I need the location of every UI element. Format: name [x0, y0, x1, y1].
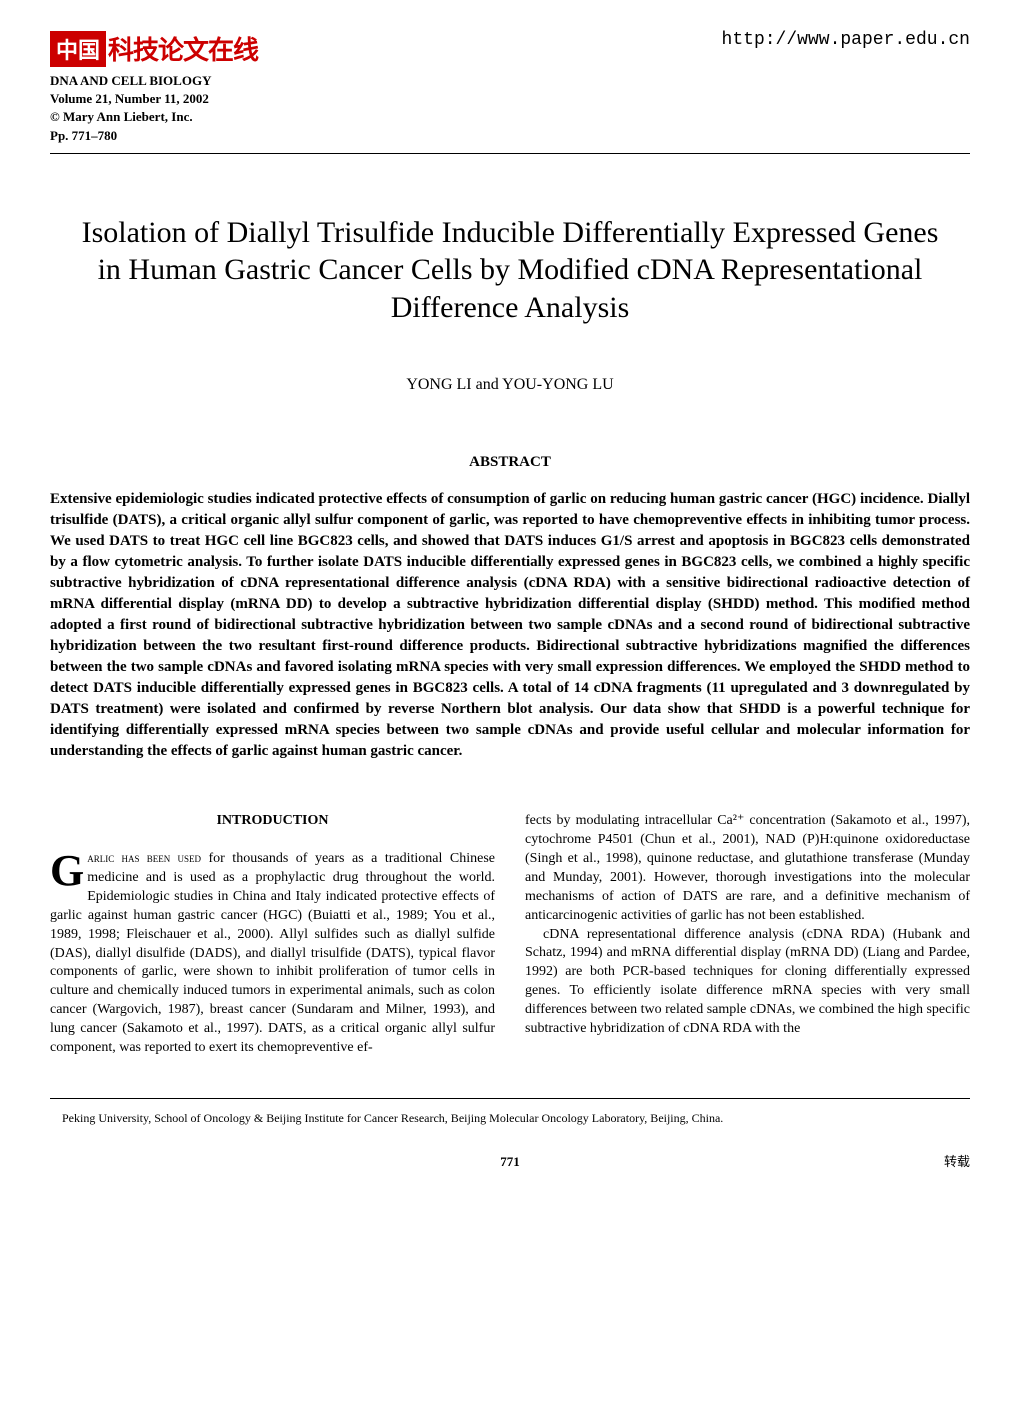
- journal-copyright: © Mary Ann Liebert, Inc.: [50, 108, 970, 126]
- smallcaps-lead: arlic has been used: [87, 850, 201, 865]
- section-header-introduction: INTRODUCTION: [50, 812, 495, 831]
- journal-name: DNA AND CELL BIOLOGY: [50, 72, 970, 90]
- logo-box: 中国: [50, 31, 106, 67]
- journal-info: DNA AND CELL BIOLOGY Volume 21, Number 1…: [50, 72, 970, 145]
- site-logo: 中国 科技论文在线: [50, 30, 258, 67]
- right-column: fects by modulating intracellular Ca²⁺ c…: [525, 812, 970, 1058]
- dropcap: G: [50, 849, 87, 888]
- footer-divider: [50, 1098, 970, 1099]
- header-row: 中国 科技论文在线 http://www.paper.edu.cn: [50, 30, 970, 67]
- site-url: http://www.paper.edu.cn: [722, 30, 970, 50]
- reprint-mark: 转载: [663, 1151, 970, 1170]
- journal-pages: Pp. 771–780: [50, 127, 970, 145]
- page-footer: 771 转载: [50, 1151, 970, 1170]
- article-title: Isolation of Diallyl Trisulfide Inducibl…: [50, 214, 970, 327]
- author-affiliation: Peking University, School of Oncology & …: [50, 1111, 970, 1126]
- body-columns: INTRODUCTION Garlic has been used for th…: [50, 812, 970, 1058]
- header-divider: [50, 153, 970, 154]
- intro-paragraph-1-cont: fects by modulating intracellular Ca²⁺ c…: [525, 812, 970, 925]
- para1-rest: for thousands of years as a traditional …: [50, 851, 495, 1055]
- article-authors: YONG LI and YOU-YONG LU: [50, 376, 970, 394]
- intro-paragraph-1: Garlic has been used for thousands of ye…: [50, 849, 495, 1058]
- abstract-header: ABSTRACT: [50, 454, 970, 471]
- page-number: 771: [357, 1154, 664, 1170]
- left-column: INTRODUCTION Garlic has been used for th…: [50, 812, 495, 1058]
- logo-text: 科技论文在线: [108, 30, 258, 67]
- abstract-body: Extensive epidemiologic studies indicate…: [50, 489, 970, 762]
- journal-volume: Volume 21, Number 11, 2002: [50, 90, 970, 108]
- intro-paragraph-2: cDNA representational difference analysi…: [525, 926, 970, 1039]
